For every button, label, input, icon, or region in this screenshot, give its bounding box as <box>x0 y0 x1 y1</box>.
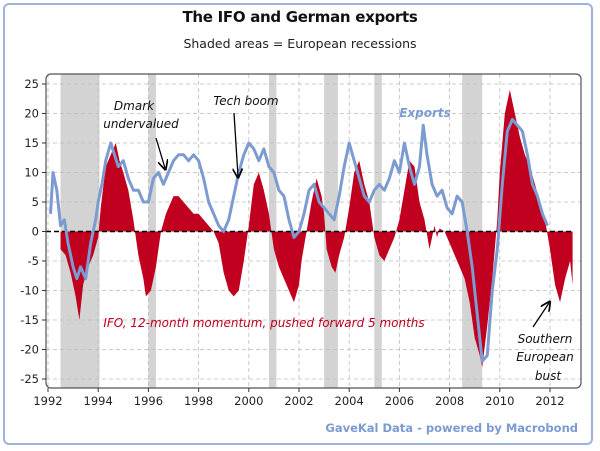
x-tick-label: 1994 <box>84 394 113 408</box>
series-label-exports: Exports <box>399 106 451 120</box>
x-tick-label: 2012 <box>535 394 564 408</box>
y-tick-label: 0 <box>32 225 39 239</box>
y-tick-label: 20 <box>24 107 39 121</box>
x-tick-label: 1992 <box>33 394 62 408</box>
annotation-southern-line2: European <box>516 350 573 364</box>
x-tick-label: 2000 <box>234 394 263 408</box>
series-label-ifo: IFO, 12-month momentum, pushed forward 5… <box>103 316 424 330</box>
chart-subtitle: Shaded areas = European recessions <box>183 36 417 51</box>
annotation-southern-arrow <box>532 303 549 328</box>
annotation-dmark-line2: undervalued <box>103 117 179 131</box>
ifo-area <box>60 89 573 368</box>
y-tick-label: 5 <box>32 195 39 209</box>
chart-title: The IFO and German exports <box>182 8 418 26</box>
annotation-dmark-arrow <box>155 137 165 168</box>
y-tick-label: 10 <box>24 166 39 180</box>
x-tick-label: 1998 <box>184 394 213 408</box>
y-tick-label: 25 <box>24 77 39 91</box>
y-tick-label: -15 <box>20 313 39 327</box>
annotation-dmark-line1: Dmark <box>114 99 155 113</box>
source-credit: GaveKal Data - powered by Macrobond <box>325 421 578 435</box>
y-tick-label: -20 <box>20 343 39 357</box>
x-tick-label: 2010 <box>485 394 514 408</box>
y-tick-label: 15 <box>24 136 39 150</box>
y-tick-label: -25 <box>20 372 39 386</box>
annotation-southern-line3: bust <box>535 369 562 383</box>
annotation-tech-boom: Tech boom <box>213 94 278 108</box>
x-tick-label: 2008 <box>435 394 464 408</box>
annotation-tech-boom-arrow <box>234 112 238 176</box>
exports-line <box>49 117 549 363</box>
x-tick-label: 1996 <box>134 394 163 408</box>
x-tick-label: 2006 <box>385 394 414 408</box>
annotation-southern-line1: Southern <box>518 332 573 346</box>
y-tick-label: -10 <box>20 284 39 298</box>
x-tick-label: 2002 <box>284 394 313 408</box>
y-tick-label: -5 <box>28 254 39 268</box>
recession-band <box>324 74 338 388</box>
x-tick-label: 2004 <box>335 394 364 408</box>
